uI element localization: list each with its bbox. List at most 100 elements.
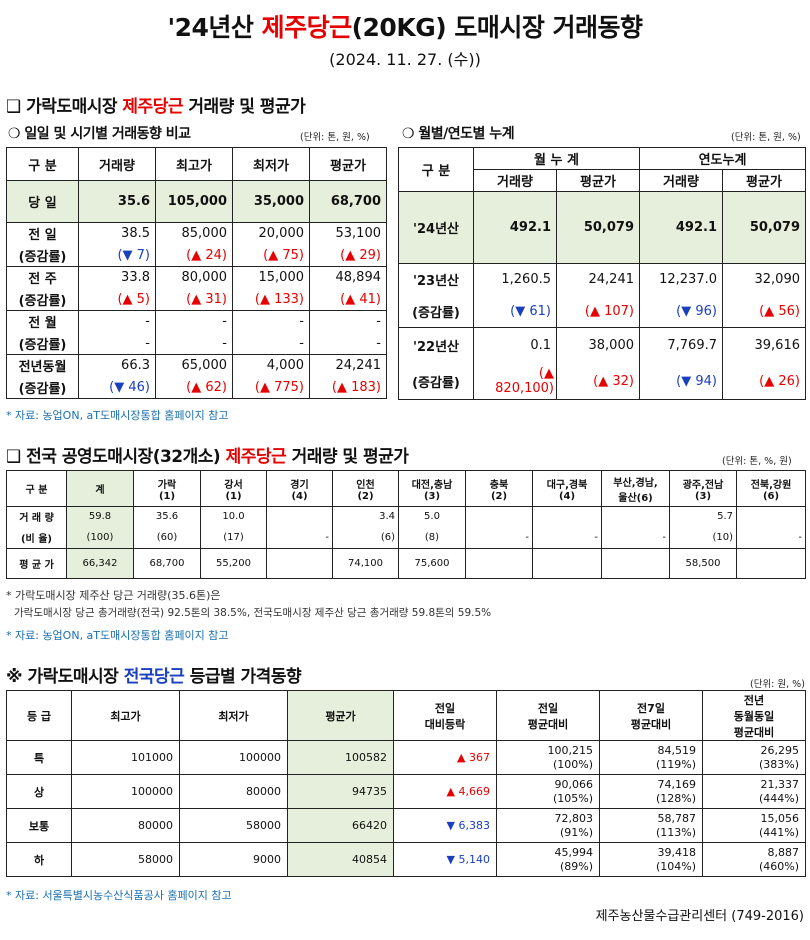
section1-right-subheading: ❍ 월별/연도별 누계 [402, 126, 515, 142]
cell [736, 506, 806, 527]
row-label: 평 균 가 [6, 548, 67, 579]
section3-source: * 자료: 서울특별시농수산식품공사 홈페이지 참고 [6, 889, 232, 902]
cell: 50,079 [556, 191, 640, 264]
cell [266, 506, 333, 527]
cell [532, 506, 602, 527]
cell: 59.8 [66, 506, 134, 527]
header-line: 인천 [356, 479, 375, 491]
cell: (10) [669, 526, 737, 549]
cell [736, 548, 806, 579]
daily-comparison-table: 구 분 거래량 최고가 최저가 평균가 당 일 35.6 105,000 35,… [6, 147, 387, 399]
cell: 50,079 [722, 191, 806, 264]
cell: 3.4 [332, 506, 399, 527]
row-label: (증감률) [6, 332, 79, 355]
col-header: 구 분 [6, 470, 67, 507]
cell: 85,000 [155, 222, 233, 245]
cell: 68,700 [309, 180, 387, 223]
header-line: 전년 [743, 693, 765, 707]
cell: 74,100 [332, 548, 399, 579]
col-header: 평균가 [556, 169, 640, 192]
cell: 58,500 [669, 548, 737, 579]
section2-unit: (단위: 톤, %, 원) [722, 456, 792, 467]
cell: - [465, 526, 533, 549]
change-cell: (▲ 775) [232, 376, 310, 399]
ratio-value: 90,066 [554, 777, 594, 791]
change-cell: (▲ 24) [155, 244, 233, 267]
header-line: 평균대비 [733, 725, 775, 739]
avg-price: 40854 [287, 842, 394, 877]
national-market-table: 구 분 계 가락 (1) 강서 (1) 경기 (4) 인천 (2) 대전,충남 (3) 충… [6, 470, 806, 579]
change-cell: (▲ 133) [232, 288, 310, 311]
avg-price: 94735 [287, 774, 394, 809]
ratio-value: 45,994 [554, 845, 594, 859]
change-cell: (▲ 56) [722, 295, 806, 328]
table-row: '23년산 1,260.5 24,241 12,237.0 32,090 [398, 263, 806, 296]
min-price: 58000 [179, 808, 288, 843]
table-row: 전년동월 66.3 65,000 4,000 24,241 [6, 354, 387, 377]
col-header: 거래량 [639, 169, 723, 192]
row-label: (증감률) [6, 244, 79, 267]
ratio-percent: (441%) [758, 825, 799, 839]
row-label: '22년산 [398, 327, 474, 364]
header-line: (2) [357, 490, 374, 502]
col-header: 인천 (2) [332, 470, 399, 507]
col-header: 월 누 계 [473, 147, 640, 170]
header-line: 광주,전남 [682, 479, 724, 491]
header-line: (4) [291, 490, 308, 502]
cell [532, 548, 602, 579]
cell: (60) [133, 526, 201, 549]
header-line: 울산(6) [618, 492, 653, 504]
cell: 7,769.7 [639, 327, 723, 364]
col-header: 평균가 [722, 169, 806, 192]
ratio-value: 26,295 [760, 743, 800, 757]
ratio-value: 8,887 [767, 845, 800, 859]
col-header: 대구,경북 (4) [532, 470, 602, 507]
col-header: 구 분 [398, 147, 474, 192]
row-label: 전 주 [6, 266, 79, 289]
cell: 33.8 [78, 266, 156, 289]
col-header: 최저가 [179, 690, 288, 741]
table-row: 전 일 38.5 85,000 20,000 53,100 [6, 222, 387, 245]
grade-label: 특 [6, 740, 72, 775]
header-line: (4) [558, 490, 576, 502]
cell: (6) [332, 526, 399, 549]
change-cell: (▼ 94) [639, 363, 723, 400]
cell: 66.3 [78, 354, 156, 377]
prev-day-diff: ▲ 367 [393, 740, 497, 775]
cell: - [601, 526, 670, 549]
cell [266, 548, 333, 579]
prev-7day-avg-ratio: 58,787 (113%) [599, 808, 703, 843]
change-cell: (▲ 31) [155, 288, 233, 311]
table-row-change: (증감률) (▲ 5) (▲ 31) (▲ 133) (▲ 41) [6, 288, 387, 311]
prev-year-avg-ratio: 26,295 (383%) [702, 740, 806, 775]
cell [465, 548, 533, 579]
row-label: (증감률) [398, 363, 474, 400]
ratio-percent: (113%) [655, 825, 696, 839]
section1-left-unit: (단위: 톤, 원, %) [300, 132, 370, 143]
cell: 24,241 [556, 263, 640, 296]
header-line: (6) [762, 490, 780, 502]
cell: 15,000 [232, 266, 310, 289]
table-row-change: (증감률) (▼ 7) (▲ 24) (▲ 75) (▲ 29) [6, 244, 387, 267]
cell: 105,000 [155, 180, 233, 223]
header-line: 전7일 [637, 701, 665, 715]
cell: 80,000 [155, 266, 233, 289]
col-header: 경기 (4) [266, 470, 333, 507]
cell: 35,000 [232, 180, 310, 223]
col-header: 등 급 [6, 690, 72, 741]
change-cell: (▲ 29) [309, 244, 387, 267]
prev-day-diff: ▼ 5,140 [393, 842, 497, 877]
table-row: '22년산 0.1 38,000 7,769.7 39,616 [398, 327, 806, 364]
cell: - [155, 310, 233, 333]
ratio-percent: (104%) [655, 859, 696, 873]
cell: - [78, 310, 156, 333]
table-row-change: (증감률) (▲ 820,100) (▲ 32) (▼ 94) (▲ 26) [398, 363, 806, 400]
change-cell: - [78, 332, 156, 355]
ratio-percent: (460%) [758, 859, 799, 873]
grade-row: 특 101000 100000 100582 ▲ 367 100,215 (100%) 84,… [6, 740, 806, 775]
header-row: 등 급 최고가 최저가 평균가 전일 대비등락 전일 평균대비 전7일 평균대비 전년… [6, 690, 806, 741]
prev-day-avg-ratio: 90,066 (105%) [496, 774, 600, 809]
col-header: 전일 대비등락 [393, 690, 497, 741]
cell: 55,200 [200, 548, 267, 579]
header-line: 전일 [434, 701, 456, 715]
